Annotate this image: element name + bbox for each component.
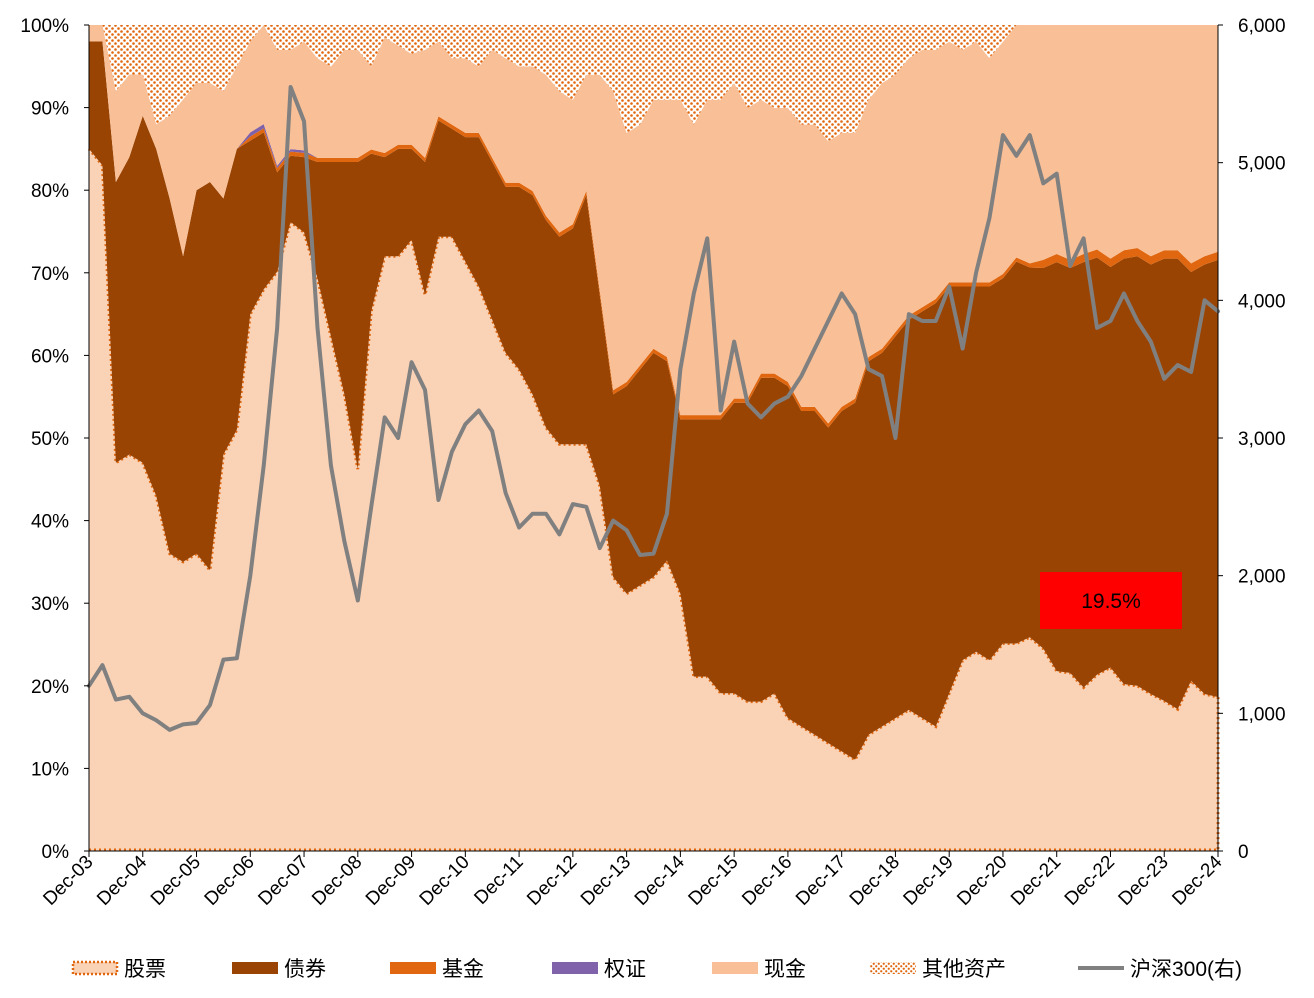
x-tick-label: Dec-06	[201, 852, 259, 910]
x-tick-label: Dec-07	[254, 852, 312, 910]
legend-label: 债券	[284, 958, 326, 981]
area-fund	[89, 41, 1218, 428]
x-tick-label: Dec-08	[308, 852, 366, 910]
y2-tick-label: 5,000	[1238, 154, 1286, 175]
x-tick-label: Dec-22	[1061, 852, 1119, 910]
csi300-line	[87, 84, 1220, 732]
y-tick-label: 100%	[20, 16, 69, 37]
x-tick-label: Dec-15	[685, 852, 743, 910]
area-bond	[89, 41, 1218, 760]
legend-swatch-cash	[712, 962, 758, 974]
y-tick-label: 90%	[31, 99, 69, 120]
y2-tick-label: 0	[1238, 842, 1249, 863]
y-tick-label: 10%	[31, 759, 69, 780]
x-tick-label: Dec-09	[362, 852, 420, 910]
y-tick-label: 40%	[31, 512, 69, 533]
legend-label: 现金	[764, 958, 806, 981]
legend-swatch-other-assets	[870, 962, 916, 974]
legend-label: 权证	[604, 958, 646, 981]
y2-tick-label: 2,000	[1238, 567, 1286, 588]
x-tick-label: Dec-05	[147, 852, 205, 910]
x-tick-label: Dec-20	[953, 852, 1011, 910]
annotation-text: 19.5%	[1081, 590, 1141, 613]
legend-label: 股票	[124, 958, 166, 981]
area-cash	[89, 25, 1218, 424]
legend-label: 沪深300(右)	[1130, 958, 1242, 981]
x-tick-label: Dec-10	[416, 852, 474, 910]
annotation-layer: 19.5%	[1040, 572, 1182, 629]
line-layer	[87, 84, 1220, 732]
legend-swatch-stock	[71, 960, 119, 976]
y-tick-label: 80%	[31, 181, 69, 202]
x-tick-label: Dec-16	[738, 852, 796, 910]
y2-tick-label: 4,000	[1238, 291, 1286, 312]
x-tick-label: Dec-19	[900, 852, 958, 910]
legend-swatch-bond	[232, 962, 278, 974]
x-tick-label: Dec-17	[792, 852, 850, 910]
y-tick-label: 0%	[42, 842, 70, 863]
x-tick-label: Dec-24	[1168, 851, 1226, 909]
x-tick-label: Dec-14	[631, 851, 689, 909]
y2-tick-label: 1,000	[1238, 704, 1286, 725]
x-tick-label: Dec-18	[846, 852, 904, 910]
x-tick-label: Dec-23	[1115, 852, 1173, 910]
legend-swatch-fund	[390, 962, 436, 974]
y2-tick-label: 3,000	[1238, 429, 1286, 450]
y-tick-label: 60%	[31, 346, 69, 367]
y-tick-label: 70%	[31, 264, 69, 285]
y-tick-label: 30%	[31, 594, 69, 615]
annotation-box	[1040, 572, 1182, 629]
legend-swatch-warrant	[552, 962, 598, 974]
x-tick-label: Dec-13	[577, 852, 635, 910]
x-tick-label: Dec-04	[93, 851, 151, 909]
y-tick-label: 20%	[31, 677, 69, 698]
y2-tick-label: 6,000	[1238, 16, 1286, 37]
x-tick-label: Dec-21	[1007, 852, 1065, 910]
area-other-assets	[89, 25, 1218, 142]
x-tick-label: Dec-12	[523, 852, 581, 910]
legend: 股票 债券 基金 权证 现金 其他资产 沪深300(右)	[71, 958, 1242, 981]
legend-label: 其他资产	[922, 958, 1006, 981]
area-layer	[87, 25, 1220, 852]
y-tick-label: 50%	[31, 429, 69, 450]
legend-label: 基金	[442, 958, 484, 981]
x-tick-label: Dec-11	[470, 852, 527, 909]
